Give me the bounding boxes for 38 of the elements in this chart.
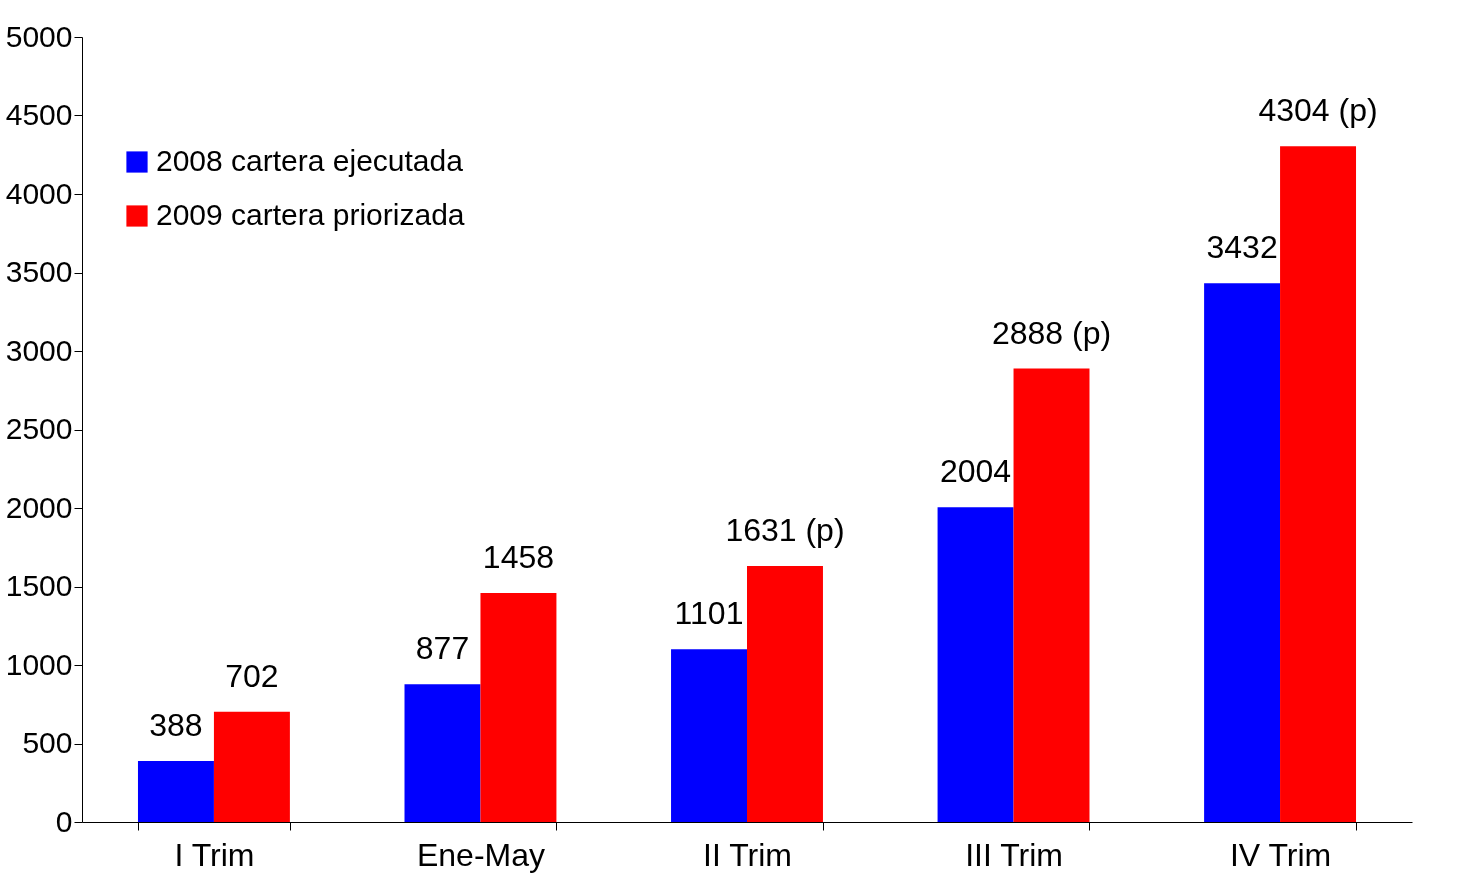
bar <box>213 711 290 822</box>
bar <box>1013 368 1090 822</box>
bar <box>747 565 823 822</box>
y-tick-label: 2000 <box>5 490 73 524</box>
data-label: 2888 (p) <box>991 314 1112 351</box>
y-tick-label: 2500 <box>5 412 73 445</box>
y-tick-label: 4000 <box>5 176 73 210</box>
y-tick-label: 3500 <box>5 255 73 288</box>
data-label: 1101 <box>674 595 744 632</box>
data-label: 702 <box>225 657 279 694</box>
data-label: 2004 <box>939 453 1012 490</box>
x-tick-label: III Trim <box>965 836 1063 873</box>
bar <box>1280 146 1357 822</box>
bar <box>404 684 481 822</box>
data-label: 388 <box>149 707 203 744</box>
legend-label: 2008 cartera ejecutada <box>156 144 464 177</box>
data-label: 1631 (p) <box>725 511 845 548</box>
x-tick-label: IV Trim <box>1229 836 1332 873</box>
bar <box>671 649 747 822</box>
bar <box>480 593 557 822</box>
x-tick-label: Ene-May <box>416 836 545 873</box>
data-label: 3432 <box>1206 229 1278 266</box>
y-tick-label: 500 <box>22 726 73 759</box>
y-tick-label: 5000 <box>5 19 73 53</box>
y-tick-label: 1000 <box>5 647 73 681</box>
data-label: 1458 <box>482 539 555 576</box>
bar <box>937 507 1014 822</box>
y-tick-label: 3000 <box>5 333 73 367</box>
bar <box>137 761 214 822</box>
data-label: 4304 (p) <box>1258 92 1378 129</box>
legend-label: 2009 cartera priorizada <box>156 198 465 231</box>
y-tick-label: 4500 <box>5 98 73 131</box>
y-tick-label: 0 <box>55 804 73 838</box>
x-tick-label: II Trim <box>703 836 792 873</box>
bar <box>1204 283 1281 822</box>
data-label: 877 <box>415 630 470 667</box>
x-tick-label: I Trim <box>174 836 255 873</box>
y-tick-label: 1500 <box>5 569 73 602</box>
